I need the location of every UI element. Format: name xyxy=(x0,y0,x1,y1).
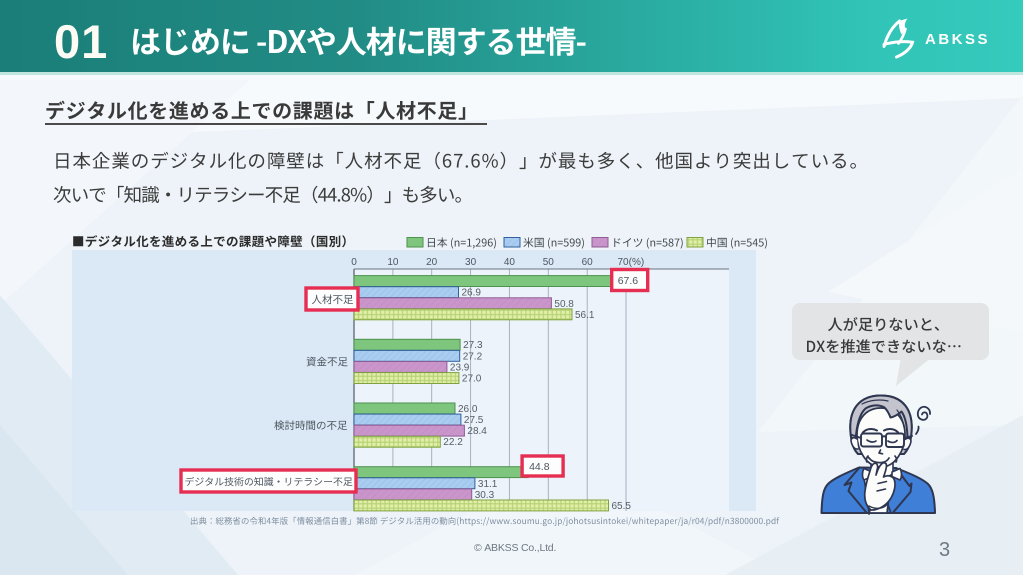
svg-text:27.0: 27.0 xyxy=(462,374,482,385)
svg-text:26.9: 26.9 xyxy=(462,288,482,299)
svg-text:0: 0 xyxy=(351,257,357,268)
svg-text:27.3: 27.3 xyxy=(463,340,483,351)
svg-text:50: 50 xyxy=(543,257,555,268)
svg-text:44.8: 44.8 xyxy=(529,461,550,473)
svg-text:27.5: 27.5 xyxy=(464,415,484,426)
svg-text:70(%): 70(%) xyxy=(618,257,645,268)
svg-text:10: 10 xyxy=(387,257,399,268)
svg-text:27.2: 27.2 xyxy=(463,351,483,362)
svg-text:60: 60 xyxy=(582,257,594,268)
svg-text:56.1: 56.1 xyxy=(575,310,595,321)
svg-text:30.3: 30.3 xyxy=(475,490,495,501)
svg-text:20: 20 xyxy=(426,257,438,268)
svg-text:40: 40 xyxy=(504,257,516,268)
svg-text:28.4: 28.4 xyxy=(467,426,487,437)
svg-text:30: 30 xyxy=(465,257,477,268)
svg-text:ABKSS: ABKSS xyxy=(925,31,990,48)
svg-text:50.8: 50.8 xyxy=(554,299,574,310)
svg-text:31.1: 31.1 xyxy=(478,479,498,490)
svg-text:67.6: 67.6 xyxy=(618,275,639,287)
svg-text:65.5: 65.5 xyxy=(612,501,632,512)
svg-text:26.0: 26.0 xyxy=(458,404,478,415)
svg-text:23.9: 23.9 xyxy=(450,362,470,373)
svg-text:22.2: 22.2 xyxy=(443,437,463,448)
